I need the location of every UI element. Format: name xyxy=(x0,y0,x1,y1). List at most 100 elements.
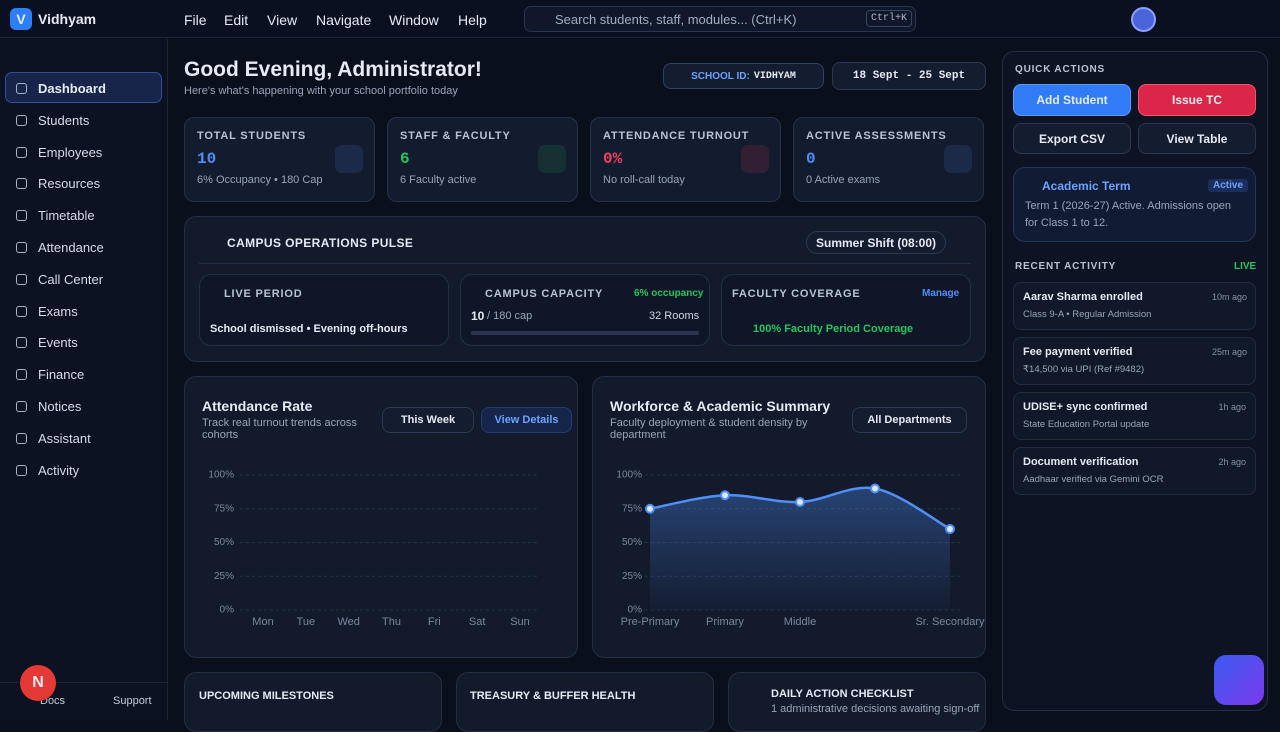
nav-item[interactable]: Assistant xyxy=(38,430,91,446)
stat-card xyxy=(590,117,781,202)
nav-icon xyxy=(16,273,27,285)
activity-title: Aarav Sharma enrolled xyxy=(1023,291,1143,303)
checklist-card xyxy=(728,672,986,732)
menu-item[interactable]: Navigate xyxy=(316,12,372,28)
greeting: Good Evening, Administrator! xyxy=(184,58,482,81)
activity-item[interactable] xyxy=(1013,282,1256,330)
shift-pill[interactable]: Summer Shift (08:00) xyxy=(806,231,946,254)
menu-item[interactable]: File xyxy=(184,12,207,28)
stat-icon xyxy=(944,145,972,173)
activity-item[interactable] xyxy=(1013,337,1256,385)
issue-tc[interactable]: Issue TC xyxy=(1138,84,1256,116)
term-text: Term 1 (2026-27) Active. Admissions open… xyxy=(1025,200,1232,229)
menu-item[interactable]: View xyxy=(267,12,298,28)
stat-card xyxy=(793,117,984,202)
activity-title: RECENT ACTIVITY xyxy=(1015,261,1117,272)
capacity-cap: / 180 cap xyxy=(487,310,533,322)
checklist-title: DAILY ACTION CHECKLIST xyxy=(771,688,914,700)
nav-item[interactable]: Students xyxy=(38,112,90,128)
date-range[interactable]: 18 Sept - 25 Sept xyxy=(832,62,986,90)
activity-time: 10m ago xyxy=(1212,292,1248,302)
coverage xyxy=(721,274,971,346)
sidebar xyxy=(0,39,168,720)
nav-icon xyxy=(16,305,27,317)
nav-item[interactable]: Call Center xyxy=(38,271,104,287)
nav-item[interactable]: Exams xyxy=(38,303,78,319)
term-title: Academic Term xyxy=(1042,179,1131,193)
menu-item[interactable]: Edit xyxy=(224,12,249,28)
activity-title: Fee payment verified xyxy=(1023,346,1133,358)
chart-title: Workforce & Academic Summary xyxy=(610,398,831,414)
nav-item[interactable]: Timetable xyxy=(38,208,95,224)
milestones-card xyxy=(184,672,442,732)
school-id[interactable]: SCHOOL ID: VIDHYAM xyxy=(663,63,824,89)
nav-icon xyxy=(16,83,27,94)
nav-item[interactable]: Activity xyxy=(38,462,80,478)
stat-note: 6% Occupancy • 180 Cap xyxy=(197,174,323,186)
activity-detail: State Education Portal update xyxy=(1023,419,1150,430)
stat-icon xyxy=(335,145,363,173)
nav-item[interactable]: Notices xyxy=(38,399,82,414)
capacity-bar xyxy=(471,331,699,335)
search-placeholder: Search students, staff, modules... (Ctrl… xyxy=(555,12,797,27)
live-label: LIVE PERIOD xyxy=(224,288,303,300)
active-nav xyxy=(5,72,162,103)
activity-time: 2h ago xyxy=(1218,457,1246,467)
coverage-label: FACULTY COVERAGE xyxy=(732,288,861,300)
view-table[interactable]: View Table xyxy=(1138,123,1256,154)
stat-card xyxy=(184,117,375,202)
rooms: 32 Rooms xyxy=(649,310,700,322)
capacity-label: CAMPUS CAPACITY xyxy=(485,288,604,300)
view-details[interactable]: View Details xyxy=(481,407,572,433)
nav-item[interactable]: Employees xyxy=(38,144,103,160)
nav-icon xyxy=(16,369,27,381)
pulse-title: CAMPUS OPERATIONS PULSE xyxy=(227,236,414,250)
stat-icon xyxy=(538,145,566,173)
activity-time: 1h ago xyxy=(1218,402,1246,412)
add-student[interactable]: Add Student xyxy=(1013,84,1131,116)
chart-subtitle: Track real turnout trends across cohorts xyxy=(202,417,357,441)
sidebar-divider xyxy=(0,682,168,683)
nav-item[interactable]: Attendance xyxy=(38,240,104,255)
filter[interactable]: This Week xyxy=(382,407,474,433)
nav-item[interactable]: Finance xyxy=(38,367,85,383)
logo[interactable]: V xyxy=(10,8,32,30)
capacity-value: 10 xyxy=(471,309,485,323)
nav-item[interactable]: Resources xyxy=(38,176,101,192)
nav-icon xyxy=(16,432,27,444)
milestones-title: UPCOMING MILESTONES xyxy=(199,690,334,702)
quick-actions-title: QUICK ACTIONS xyxy=(1015,64,1106,75)
search-box[interactable] xyxy=(524,6,916,32)
menu-item[interactable]: Help xyxy=(458,12,487,28)
school-id-label: SCHOOL ID: xyxy=(691,70,750,82)
profile-avatar[interactable] xyxy=(1131,7,1156,32)
nav-icon xyxy=(16,146,27,158)
stat-note: 0 Active exams xyxy=(806,174,880,186)
activity-time: 25m ago xyxy=(1212,347,1248,357)
stat-note: No roll-call today xyxy=(603,174,685,186)
activity-item[interactable] xyxy=(1013,392,1256,440)
export-csv[interactable]: Export CSV xyxy=(1013,123,1131,154)
nav-icon xyxy=(16,178,27,190)
support-link[interactable]: Support xyxy=(113,695,152,707)
assistant-button[interactable] xyxy=(1214,655,1264,705)
manage-link[interactable]: Manage xyxy=(922,288,960,299)
menu-item[interactable]: Window xyxy=(389,12,439,28)
filter[interactable]: All Departments xyxy=(852,407,967,433)
nav-item[interactable]: Events xyxy=(38,335,78,351)
activity-title: UDISE+ sync confirmed xyxy=(1023,401,1148,413)
activity-item[interactable] xyxy=(1013,447,1256,495)
live-text: School dismissed • Evening off-hours xyxy=(210,323,408,335)
nav-item[interactable]: Dashboard xyxy=(38,81,106,96)
stat-label: ATTENDANCE TURNOUT xyxy=(603,130,750,142)
stat-note: 6 Faculty active xyxy=(400,174,477,186)
nav-icon xyxy=(16,401,27,412)
chart-title: Attendance Rate xyxy=(202,398,313,414)
live-badge: LIVE xyxy=(1234,261,1257,272)
nav-icon xyxy=(16,464,27,476)
user-avatar[interactable]: N xyxy=(20,665,56,701)
live-period xyxy=(199,274,449,346)
coverage-text: 100% Faculty Period Coverage xyxy=(753,323,914,335)
stat-label: TOTAL STUDENTS xyxy=(197,130,306,142)
